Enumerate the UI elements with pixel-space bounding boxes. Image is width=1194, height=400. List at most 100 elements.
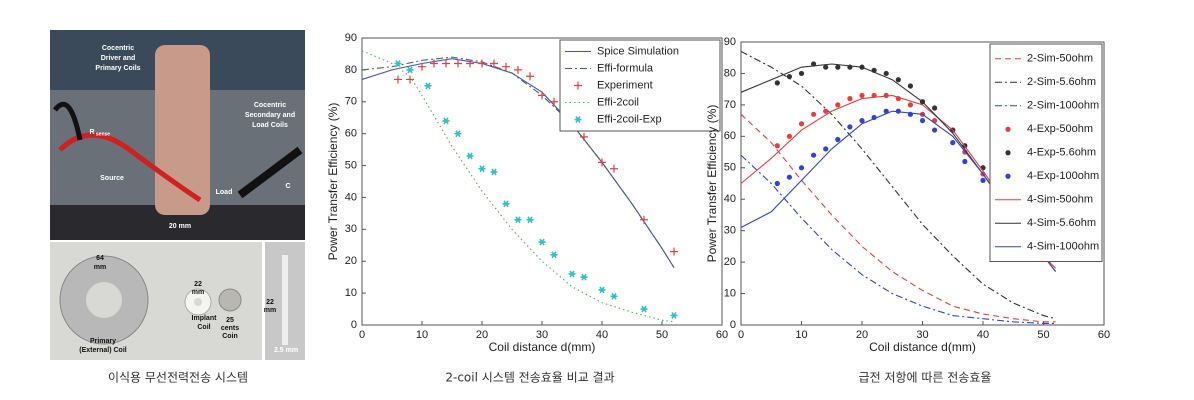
point [568,270,576,278]
line [361,56,675,268]
caption: 이식용 무선전력전송 시스템 [108,371,248,385]
point [835,102,841,108]
point [811,111,817,117]
point [798,165,805,171]
point [394,75,402,84]
point [478,59,486,68]
coil-hole [86,282,122,318]
y-tick-label: 90 [724,36,736,48]
y-tick-label: 70 [724,99,736,111]
point [932,105,938,111]
point [774,180,780,187]
photo-label: C [285,183,290,190]
y-tick-label: 0 [730,319,736,331]
point [454,130,462,138]
photo-label: 2.5 mm [274,347,298,354]
x-tick-label: 30 [916,329,928,341]
point [786,73,793,80]
x-tick-label: 10 [416,329,428,341]
x-tick-label: 40 [977,329,989,341]
y-axis-label: Power Transfer Efficiency (%) [705,105,719,263]
point [823,64,829,70]
point [502,200,510,208]
legend-label: 4-Exp-5.6ohm [1027,147,1096,159]
caption: 2-coil 시스템 전송효율 비교 결과 [445,371,614,385]
point [394,60,402,67]
x-tick-label: 40 [596,329,608,341]
photo-label: Implant [192,315,218,322]
x-tick-label: 50 [1037,329,1049,341]
point [847,124,853,130]
point [442,117,450,125]
point [526,216,534,224]
point [598,286,606,294]
y-tick-label: 40 [345,191,357,203]
legend-swatch [1005,173,1011,179]
side-coil [282,255,288,345]
y-tick-label: 80 [345,64,357,76]
point [907,102,914,108]
caption: 급전 저항에 따른 전송효율 [859,371,992,385]
photo-label: mm [192,289,204,296]
x-tick-label: 10 [795,329,807,341]
implant-hole [194,298,202,306]
point [514,65,522,74]
legend-label: 2-Sim-50ohm [1027,53,1093,65]
point [932,127,938,133]
y-tick-label: 30 [345,223,357,235]
x-axis-label: Coil distance d(mm) [489,340,596,354]
point [774,80,780,86]
point [835,136,841,143]
point [550,251,558,259]
legend-label: Experiment [597,79,653,91]
photo-label: (External) Coil [79,347,127,354]
point [786,133,793,139]
photo [50,30,305,360]
photo-label: 20 mm [169,223,191,230]
legend-label: Effi-2coil [597,96,639,108]
point [466,59,474,68]
point [907,83,914,89]
point [883,70,889,77]
y-tick-label: 50 [345,159,357,171]
x-tick-label: 20 [856,329,868,341]
photo-label: Secondary and [245,112,295,119]
x-tick-label: 0 [359,329,365,341]
point [640,215,648,224]
point [598,158,606,167]
line [740,113,1056,323]
photo-label: Cocentric [254,102,286,109]
point [424,82,432,90]
legend-label: Effi-2coil-Exp [597,113,662,125]
x-tick-label: 0 [738,329,744,341]
y-tick-label: 50 [724,162,736,174]
y-tick-label: 90 [345,32,357,44]
legend [559,39,721,132]
legend-label: 4-Sim-50ohm [1027,194,1093,206]
legend-label: Spice Simulation [597,45,679,57]
photo-label: Load Coils [252,122,288,129]
point [798,70,805,77]
point [538,238,546,246]
photo-label: mm [94,264,106,271]
point [786,174,793,180]
x-tick-label: 50 [656,329,668,341]
point [490,59,498,68]
point [490,168,498,176]
y-axis-label: Power Transfer Efficiency (%) [326,103,340,261]
point [670,311,678,319]
photo-label: 22 [266,299,274,306]
y-tick-label: 10 [345,287,357,299]
point [640,305,648,313]
photo-label: R [89,129,94,136]
photo-label: 22 [194,281,202,288]
y-tick-label: 10 [724,287,736,299]
legend-label: 4-Exp-50ohm [1027,123,1093,135]
y-tick-label: 80 [724,67,736,79]
photo-label: cents [221,325,239,332]
x-tick-label: 20 [476,329,488,341]
legend-label: 2-Sim-5.6ohm [1027,76,1096,88]
photo-label: Primary [90,338,116,345]
point [514,216,522,224]
